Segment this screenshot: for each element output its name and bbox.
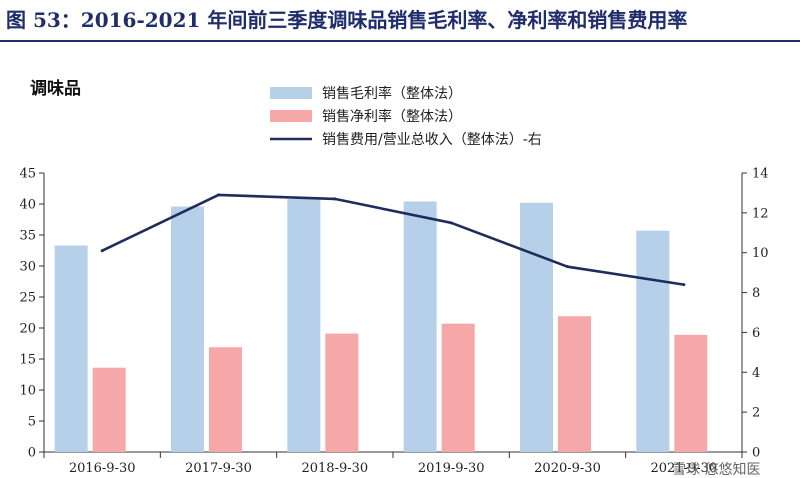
line-point <box>100 249 104 253</box>
left-tick-label: 15 <box>19 353 36 368</box>
right-tick-label: 12 <box>752 206 769 221</box>
right-tick-label: 6 <box>752 326 760 341</box>
line-point <box>682 283 686 287</box>
title-rule <box>0 40 800 42</box>
right-tick-label: 0 <box>752 446 760 461</box>
bar-gross-margin <box>636 230 670 452</box>
x-tick-label: 2020-9-30 <box>534 461 601 476</box>
left-tick-label: 35 <box>19 229 36 244</box>
legend-swatch-net <box>270 110 312 122</box>
bar-net-margin <box>92 367 126 452</box>
left-tick-label: 20 <box>19 322 36 337</box>
bar-net-margin <box>209 347 242 452</box>
bar-gross-margin <box>520 202 553 452</box>
line-point <box>333 197 337 201</box>
x-tick-label: 2018-9-30 <box>301 461 368 476</box>
bar-net-margin <box>325 333 359 452</box>
bar-net-margin <box>441 323 475 452</box>
axes: 0 5 10 15 20 25 30 35 40 45 0 2 4 6 8 10 12 14 2016-9-30 20… <box>19 167 768 477</box>
watermark: 雪球 悠悠知医 <box>672 461 760 478</box>
legend: 销售毛利率（整体法） 销售净利率（整体法） 销售费用/营业总收入（整体法）-右 <box>270 85 542 148</box>
legend-label: 销售净利率（整体法） <box>322 108 462 125</box>
bar-gross-margin <box>54 245 88 452</box>
bar-gross-margin <box>287 199 321 452</box>
right-tick-label: 4 <box>752 366 760 381</box>
line-point <box>566 265 569 269</box>
line-selling-expense <box>101 193 685 286</box>
bar-net-margin <box>674 334 708 452</box>
x-tick-label: 2019-9-30 <box>418 461 485 476</box>
left-tick-label: 30 <box>19 260 36 275</box>
bars <box>54 199 708 452</box>
chart-title: 调味品 <box>30 78 81 99</box>
left-tick-label: 0 <box>28 446 36 461</box>
right-tick-label: 14 <box>752 167 769 182</box>
left-tick-label: 5 <box>28 415 36 430</box>
right-tick-label: 8 <box>752 286 760 301</box>
line-layer <box>100 193 686 287</box>
x-tick-label: 2016-9-30 <box>69 461 136 476</box>
x-tick-label: 2021-9-30 <box>650 461 717 476</box>
legend-label: 销售毛利率（整体法） <box>322 85 462 102</box>
right-tick-label: 2 <box>752 406 760 421</box>
bar-gross-margin <box>403 201 437 452</box>
bar-gross-margin <box>171 206 204 452</box>
legend-label: 销售费用/营业总收入（整体法）-右 <box>322 132 542 148</box>
left-tick-label: 10 <box>19 384 36 399</box>
x-tick-label: 2017-9-30 <box>185 461 252 476</box>
right-tick-label: 10 <box>752 246 769 261</box>
legend-swatch-gross <box>270 87 312 99</box>
left-tick-label: 45 <box>19 167 36 182</box>
left-tick-label: 25 <box>19 291 36 306</box>
bar-net-margin <box>558 316 591 452</box>
left-tick-label: 40 <box>19 198 36 213</box>
line-point <box>449 221 453 225</box>
line-point <box>217 193 220 197</box>
figure-title: 图 53：2016-2021 年间前三季度调味品销售毛利率、净利率和销售费用率 <box>6 8 688 32</box>
